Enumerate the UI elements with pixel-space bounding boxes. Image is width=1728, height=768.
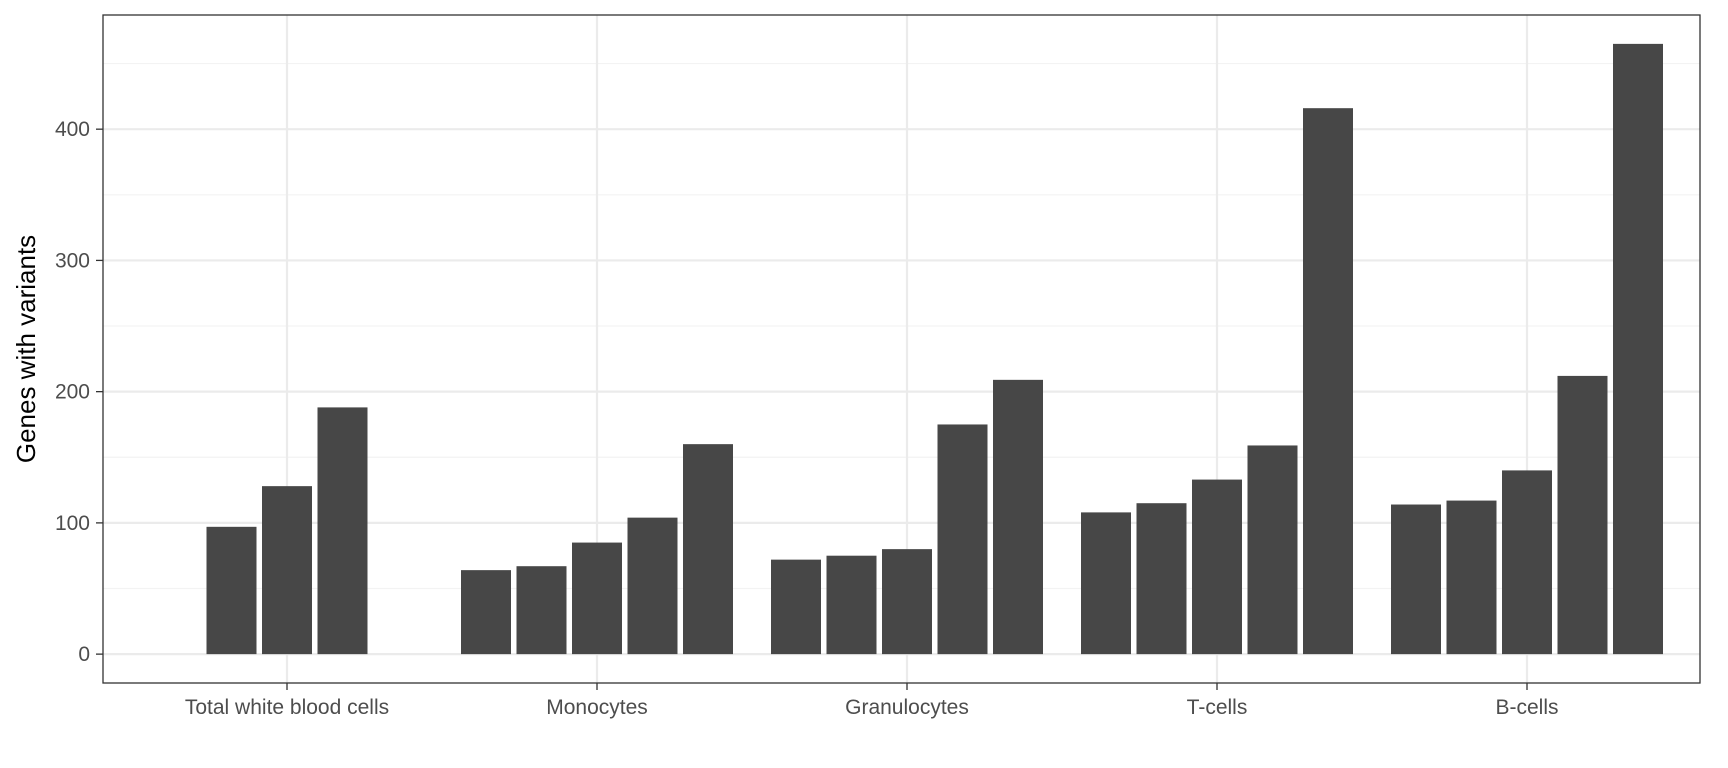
bar [937,424,988,655]
y-axis-title: Genes with variants [11,235,41,463]
bar [1446,500,1497,655]
bar [771,559,821,655]
x-tick-label: B-cells [1495,696,1558,719]
bar [1192,479,1242,655]
bar [1081,512,1131,655]
bar [1502,470,1552,655]
y-tick-labels: 0 100 200 300 400 [55,118,90,666]
bar [461,570,511,655]
x-tick-labels: Total white blood cells Monocytes Granuloc… [185,696,1559,719]
bar [317,407,368,655]
bars [206,43,1663,655]
bar [1247,445,1298,655]
bar [627,517,678,655]
bar [1391,504,1441,655]
y-tick-label: 200 [55,381,90,404]
x-tick-label: T-cells [1187,696,1248,719]
bar [993,379,1043,655]
y-tick-label: 400 [55,118,90,141]
axis-ticks [96,128,1528,690]
y-tick-label: 0 [78,643,90,666]
bar [516,566,567,655]
y-tick-label: 300 [55,249,90,272]
bar [1613,43,1663,655]
y-tick-label: 100 [55,512,90,535]
bar [1303,108,1353,655]
bar [262,486,312,655]
x-tick-label: Granulocytes [845,696,969,719]
bar [882,549,932,655]
bar [683,444,733,655]
x-tick-label: Monocytes [546,696,648,719]
x-tick-label: Total white blood cells [185,696,389,719]
bar [572,542,622,655]
panel-border [102,14,1701,684]
bar [1136,503,1187,655]
bar [826,555,877,655]
bar [1557,375,1608,655]
bar [206,526,257,655]
